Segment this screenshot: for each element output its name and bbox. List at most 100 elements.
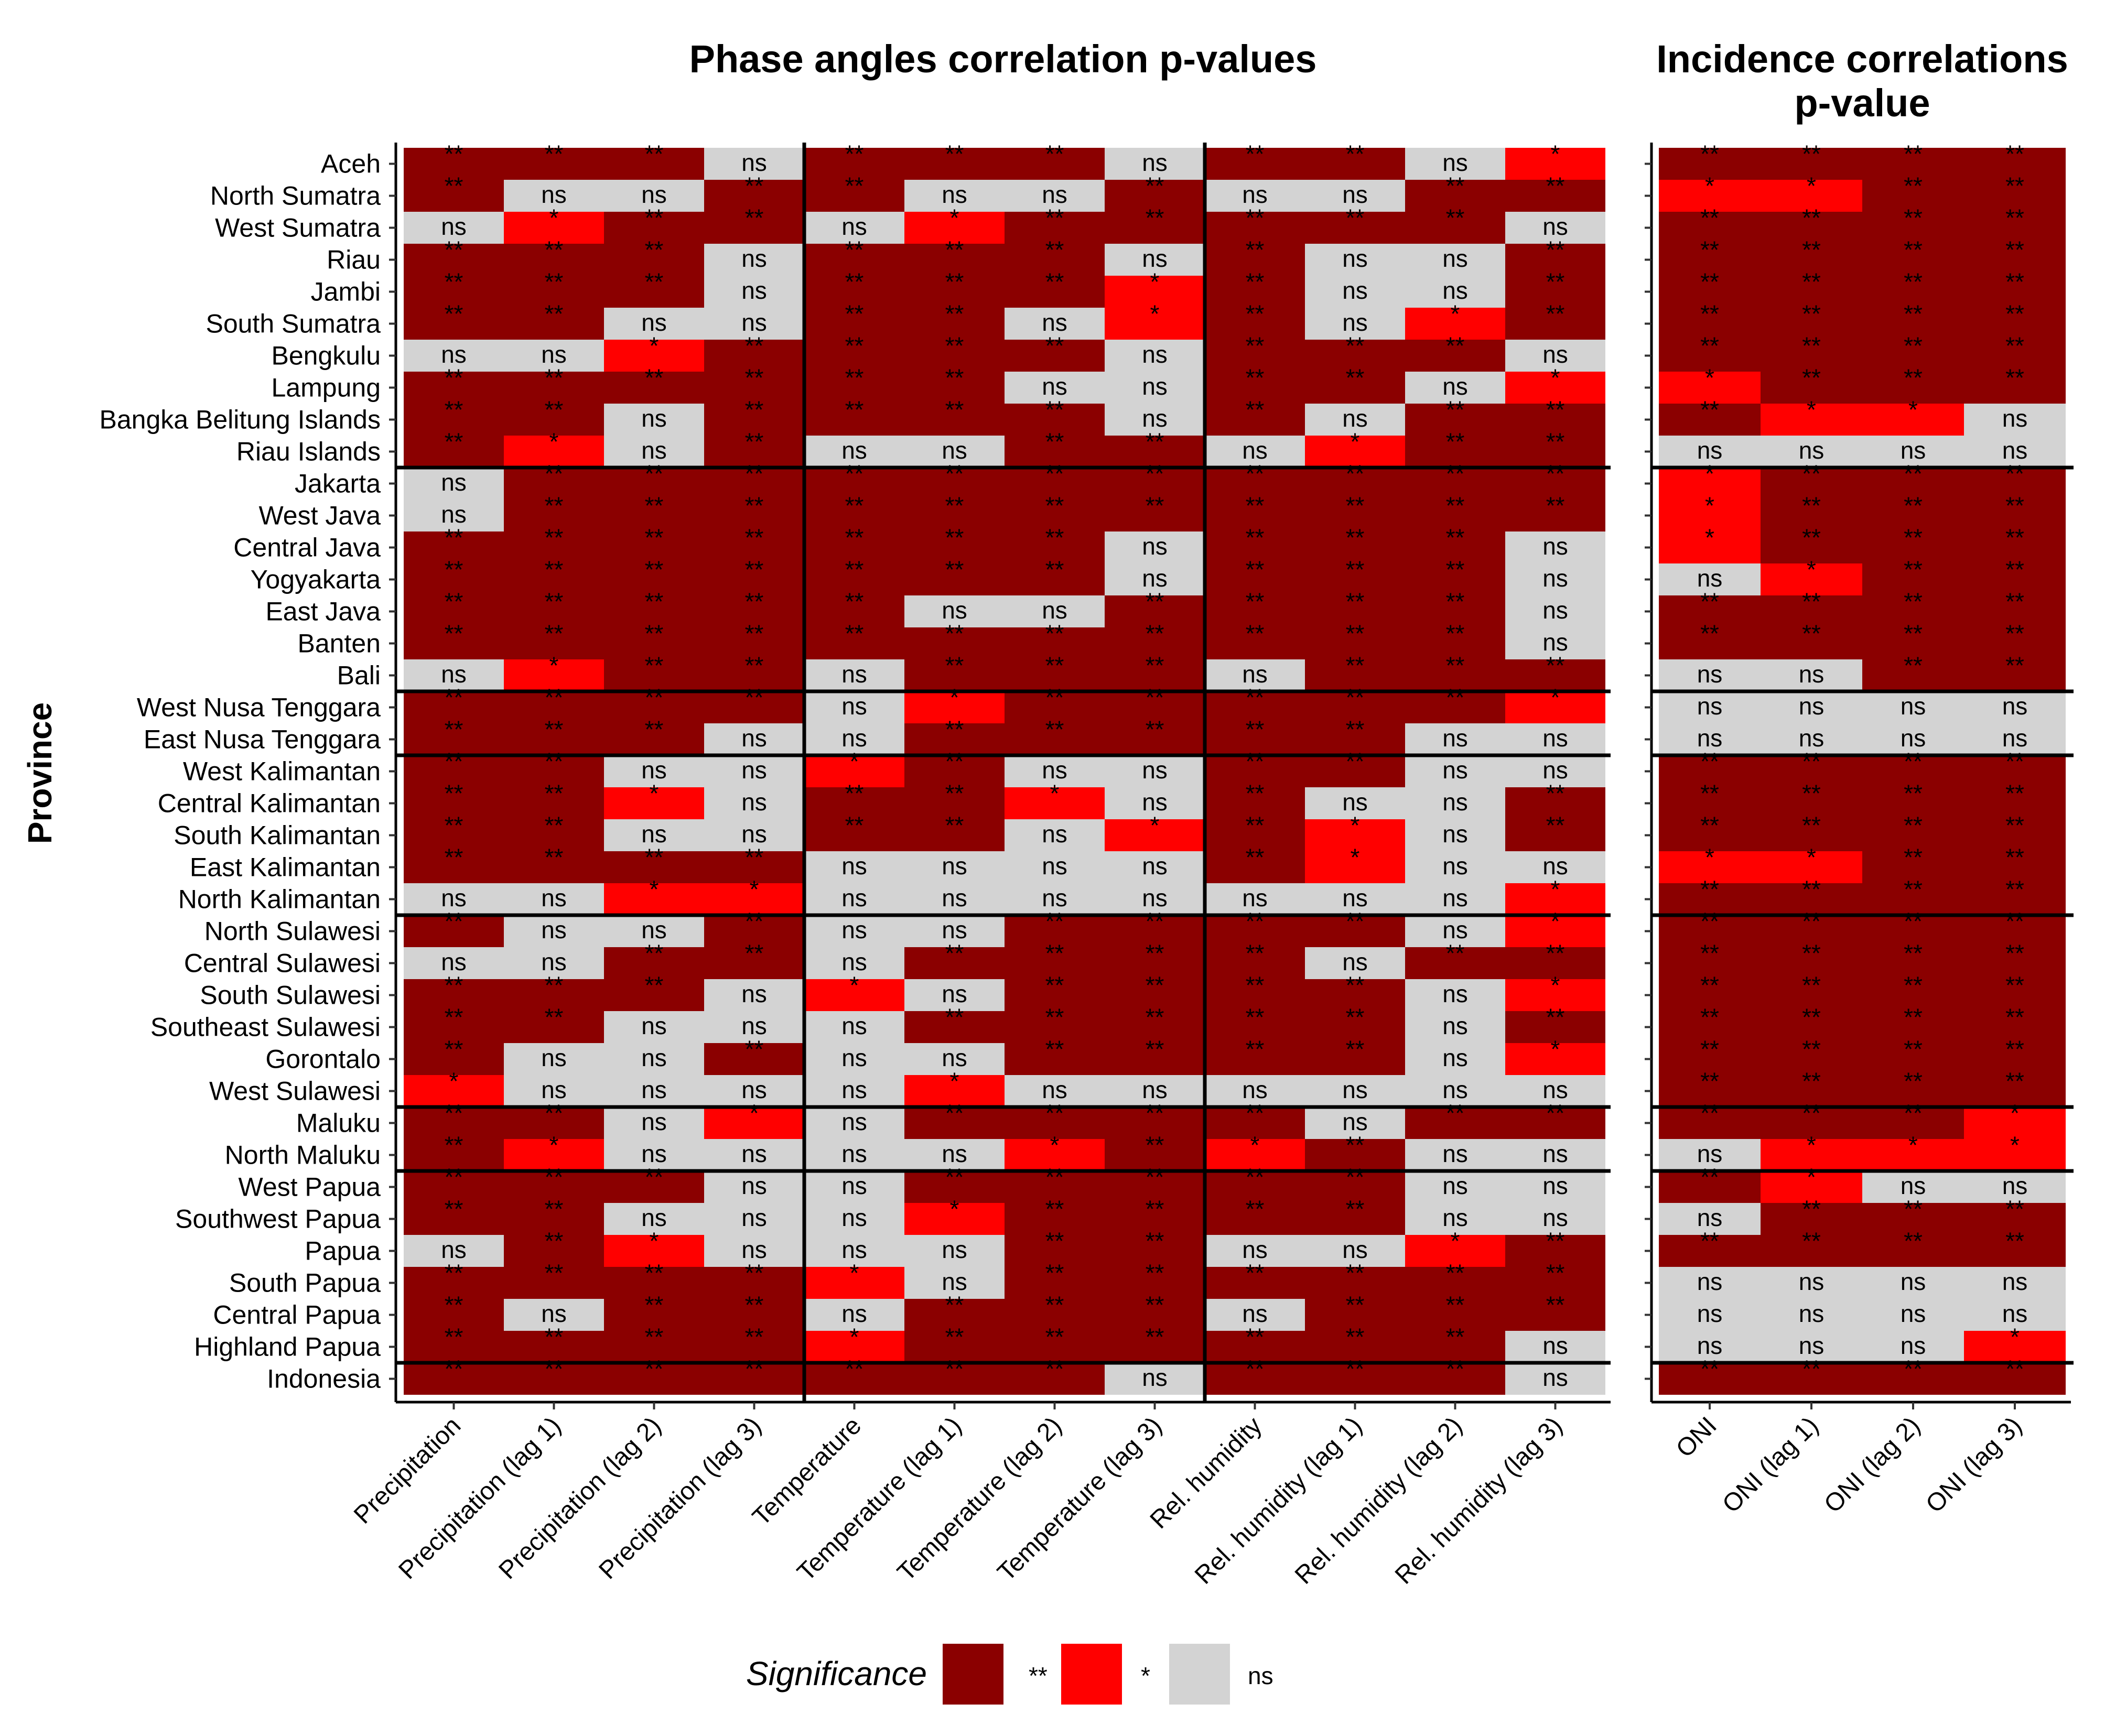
left-cell-label: ** <box>1346 620 1365 647</box>
right-cell-label: * <box>1705 364 1714 391</box>
left-cell <box>1505 500 1605 531</box>
left-cell-label: ** <box>545 364 564 391</box>
left-cell <box>804 180 904 212</box>
left-cell-label: ** <box>1346 460 1365 487</box>
right-cell <box>1659 1331 1761 1363</box>
left-cell <box>504 595 604 627</box>
left-cell <box>604 947 704 979</box>
right-cell <box>1659 883 1761 915</box>
y-tick-label: West Java <box>259 501 381 530</box>
left-cell-label: ** <box>745 683 764 711</box>
left-cell <box>404 212 504 244</box>
right-cell-label: ** <box>1904 620 1923 647</box>
left-cell <box>504 1107 604 1139</box>
left-cell-label: ** <box>1246 747 1265 775</box>
left-cell <box>1405 500 1505 531</box>
left-cell <box>1305 1235 1405 1267</box>
right-cell <box>1964 436 2066 468</box>
right-cell-label: ** <box>1700 332 1719 359</box>
left-cell <box>804 915 904 947</box>
right-cell-label: ** <box>1700 875 1719 903</box>
left-cell <box>1005 691 1105 723</box>
left-cell-label: ** <box>1446 332 1465 359</box>
left-cell-label: ** <box>445 172 463 199</box>
left-cell-label: * <box>449 1067 459 1094</box>
left-cell-label: ** <box>1045 1227 1064 1254</box>
left-cell-label: ns <box>1142 405 1168 432</box>
left-cell-label: ns <box>1142 1364 1168 1391</box>
left-cell <box>404 244 504 276</box>
right-cell-label: ** <box>1802 588 1821 615</box>
left-cell-label: ** <box>1346 524 1365 551</box>
left-cell <box>504 883 604 915</box>
left-cell <box>1405 372 1505 404</box>
left-cell-label: ns <box>1142 1076 1168 1103</box>
right-cell <box>1964 1075 2066 1107</box>
right-cell-label: * <box>2010 1131 2020 1158</box>
right-cell <box>1964 404 2066 436</box>
left-cell-label: ** <box>945 1355 964 1382</box>
right-cell-label: ** <box>2005 588 2024 615</box>
left-cell-label: ** <box>1246 907 1265 935</box>
left-cell <box>404 723 504 755</box>
left-cell <box>1205 436 1305 468</box>
left-cell <box>704 819 804 851</box>
left-cell <box>504 212 604 244</box>
left-cell-label: ns <box>841 213 867 240</box>
left-cell <box>604 691 704 723</box>
right-cell-label: ns <box>1901 1300 1926 1327</box>
right-cell <box>1964 1139 2066 1171</box>
left-cell-label: ** <box>1446 620 1465 647</box>
left-cell-label: ** <box>545 620 564 647</box>
right-cell <box>1659 276 1761 308</box>
left-cell-label: ** <box>1546 1003 1565 1030</box>
left-cell <box>704 947 804 979</box>
left-cell <box>904 180 1005 212</box>
left-cell-label: ns <box>641 1076 667 1103</box>
left-cell <box>404 691 504 723</box>
left-cell <box>1405 1267 1505 1299</box>
left-cell <box>1505 851 1605 883</box>
right-cell-label: ** <box>1904 236 1923 263</box>
left-cell-label: ** <box>1446 1323 1465 1350</box>
left-cell-label: ** <box>645 460 664 487</box>
right-cell <box>1862 468 1964 500</box>
left-cell-label: ** <box>1346 204 1365 231</box>
left-cell <box>904 1267 1005 1299</box>
left-cell <box>1105 372 1205 404</box>
left-cell-label: ns <box>942 437 967 464</box>
left-cell-label: ns <box>1342 1076 1368 1103</box>
left-cell-label: ** <box>1546 460 1565 487</box>
left-cell <box>704 979 804 1011</box>
right-cell <box>1659 404 1761 436</box>
left-cell <box>904 1171 1005 1203</box>
right-cell-label: ** <box>1700 811 1719 839</box>
right-cell <box>1659 979 1761 1011</box>
left-cell-label: ** <box>445 1035 463 1062</box>
left-cell <box>604 531 704 563</box>
left-cell <box>804 627 904 659</box>
left-cell <box>1405 1235 1505 1267</box>
left-cell-label: ** <box>945 620 964 647</box>
right-cell-label: ** <box>2005 875 2024 903</box>
left-cell-label: ns <box>1042 852 1067 880</box>
right-cell-label: ** <box>1802 204 1821 231</box>
right-cell-label: ** <box>1904 524 1923 551</box>
right-cell <box>1761 883 1862 915</box>
left-cell <box>704 308 804 340</box>
left-cell-label: ** <box>545 971 564 999</box>
left-cell <box>504 563 604 595</box>
left-cell-label: ** <box>1246 300 1265 327</box>
right-cell <box>1761 819 1862 851</box>
right-cell-label: ns <box>1901 692 1926 720</box>
left-cell-label: ** <box>1346 715 1365 743</box>
left-cell-label: ns <box>541 948 567 975</box>
left-cell <box>1305 563 1405 595</box>
left-cell-label: ** <box>1346 1131 1365 1158</box>
right-cell <box>1862 276 1964 308</box>
left-cell-label: * <box>1551 140 1560 167</box>
left-cell-label: ** <box>1146 652 1164 679</box>
legend-label: ** <box>1029 1662 1048 1689</box>
left-cell-label: * <box>1551 364 1560 391</box>
left-cell-label: ** <box>845 460 864 487</box>
